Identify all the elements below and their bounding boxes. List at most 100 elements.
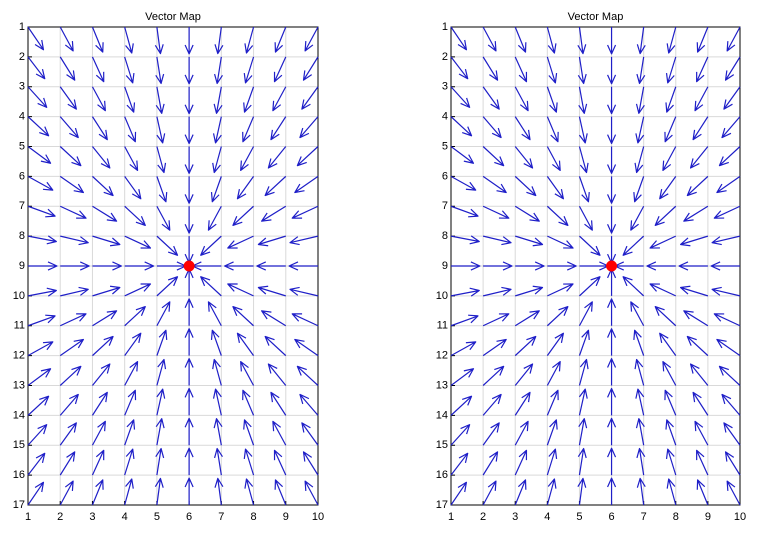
- arrow: [482, 451, 499, 476]
- y-tick-label: 8: [442, 230, 448, 242]
- arrow: [124, 283, 152, 297]
- arrow: [184, 27, 194, 55]
- arrow: [726, 26, 741, 52]
- arrow: [482, 422, 500, 446]
- arrow: [635, 418, 645, 446]
- arrow: [659, 332, 677, 356]
- arrow: [578, 358, 589, 386]
- arrow: [607, 447, 617, 476]
- arrow: [184, 116, 194, 145]
- y-tick-label: 5: [442, 140, 448, 152]
- arrow: [515, 285, 544, 297]
- arrow: [578, 301, 593, 327]
- arrow: [713, 313, 741, 327]
- y-tick-label: 15: [436, 439, 448, 451]
- arrow: [27, 395, 50, 416]
- arrow: [124, 26, 134, 54]
- arrow: [514, 205, 540, 222]
- arrow: [184, 387, 194, 416]
- arrow: [27, 235, 57, 245]
- arrow: [27, 86, 48, 108]
- y-tick-label: 17: [13, 499, 25, 511]
- arrow: [724, 56, 741, 81]
- arrow: [27, 56, 46, 80]
- arrow: [716, 175, 741, 194]
- arrow: [154, 477, 164, 506]
- arrow: [240, 361, 255, 386]
- arrow: [91, 363, 111, 386]
- arrow: [683, 205, 709, 222]
- y-tick-label: 2: [19, 51, 25, 63]
- arrow: [482, 56, 499, 81]
- arrow: [483, 261, 513, 271]
- arrow: [546, 116, 559, 143]
- arrow: [547, 261, 577, 271]
- arrow: [607, 358, 617, 386]
- y-tick-label: 3: [442, 81, 448, 93]
- arrow: [718, 365, 741, 386]
- arrow: [302, 56, 319, 81]
- arrow: [636, 477, 646, 506]
- arrow: [243, 86, 255, 113]
- arrow: [514, 391, 531, 416]
- arrow: [607, 236, 617, 264]
- arrow: [665, 419, 677, 446]
- arrow: [546, 176, 564, 200]
- arrow: [450, 314, 479, 327]
- arrow: [212, 388, 222, 416]
- y-tick-label: 8: [19, 230, 25, 242]
- y-tick-label: 2: [442, 51, 448, 63]
- chart-title: Vector Map: [568, 11, 624, 23]
- arrow: [155, 56, 165, 85]
- arrow: [723, 422, 741, 446]
- arrow: [92, 261, 123, 271]
- y-tick-label: 11: [14, 320, 25, 332]
- arrow: [210, 176, 222, 203]
- arrow: [577, 26, 587, 55]
- arrow: [184, 268, 194, 296]
- arrow: [514, 363, 534, 386]
- arrow: [450, 395, 473, 416]
- arrow: [27, 368, 52, 386]
- arrow: [124, 448, 135, 476]
- arrow: [679, 235, 709, 247]
- arrow: [184, 56, 194, 85]
- arrow: [482, 286, 512, 297]
- arrow: [607, 116, 617, 145]
- arrow: [243, 56, 255, 84]
- arrow: [59, 365, 82, 386]
- x-tick-label: 4: [122, 511, 128, 523]
- y-tick-label: 6: [442, 170, 448, 182]
- arrow: [301, 86, 319, 110]
- arrow: [450, 116, 473, 137]
- arrow: [607, 146, 617, 174]
- arrow: [546, 86, 558, 113]
- arrow: [296, 365, 319, 386]
- arrow: [236, 176, 255, 200]
- arrow: [124, 332, 142, 356]
- arrow: [666, 478, 677, 506]
- arrow: [184, 477, 194, 505]
- x-tick-label: 3: [512, 511, 518, 523]
- y-tick-label: 10: [436, 290, 448, 302]
- y-tick-label: 13: [13, 379, 25, 391]
- arrow: [635, 388, 645, 416]
- arrow: [578, 146, 589, 174]
- arrow: [515, 261, 545, 271]
- arrow: [27, 175, 54, 191]
- arrow: [214, 26, 224, 55]
- arrow: [578, 86, 588, 114]
- arrow: [59, 56, 76, 81]
- arrow: [636, 447, 646, 476]
- arrow: [27, 452, 46, 476]
- arrow: [124, 176, 142, 200]
- x-tick-label: 9: [705, 511, 711, 523]
- arrow: [607, 477, 617, 505]
- arrow: [630, 301, 645, 327]
- arrow: [242, 389, 255, 416]
- arrow: [92, 310, 118, 327]
- arrow: [622, 276, 645, 297]
- arrow: [664, 116, 677, 143]
